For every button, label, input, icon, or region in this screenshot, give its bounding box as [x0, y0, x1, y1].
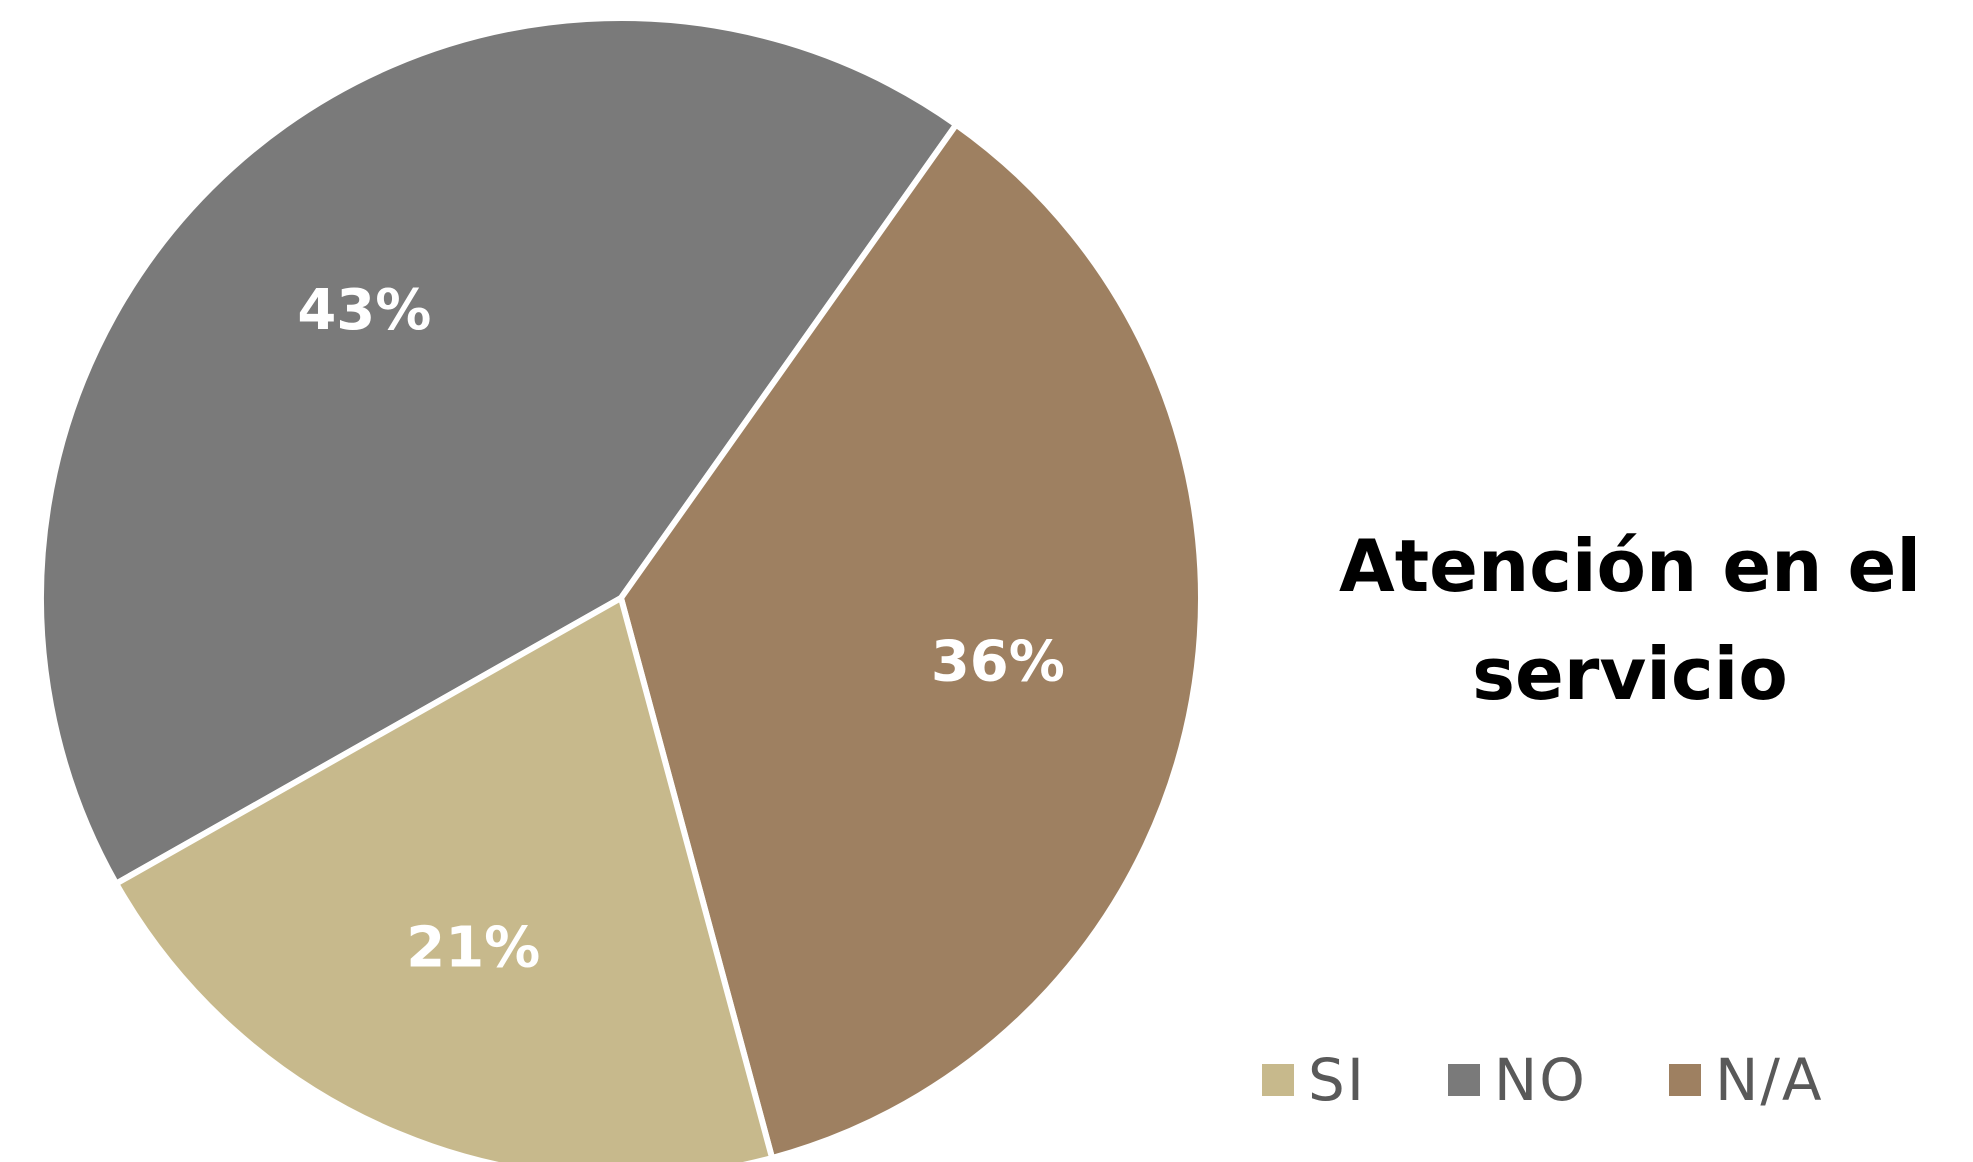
pie-data-labels: 43% 36% 21% [297, 278, 1065, 980]
legend-swatch-no [1447, 1064, 1480, 1096]
chart-title: Atención en el servicio [1338, 524, 1922, 716]
data-label-si: 21% [406, 915, 540, 980]
legend-item-na: N/A [1668, 1046, 1824, 1114]
legend-item-si: SI [1262, 1048, 1366, 1112]
legend-label-no: NO [1493, 1046, 1587, 1114]
pie-slices [38, 15, 1204, 1162]
legend-label-na: N/A [1714, 1046, 1824, 1114]
pie-slice-si [113, 595, 776, 1162]
legend-label-si: SI [1308, 1046, 1366, 1114]
pie-slice-na [618, 121, 1204, 1161]
legend-swatch-si [1262, 1064, 1294, 1096]
data-label-no: 43% [297, 278, 431, 343]
chart-legend: SI NO N/A [1262, 1048, 1824, 1112]
legend-swatch-na [1668, 1064, 1701, 1096]
pie-slice-no [38, 15, 960, 887]
data-label-na: 36% [931, 629, 1065, 694]
legend-item-no: NO [1447, 1046, 1587, 1114]
